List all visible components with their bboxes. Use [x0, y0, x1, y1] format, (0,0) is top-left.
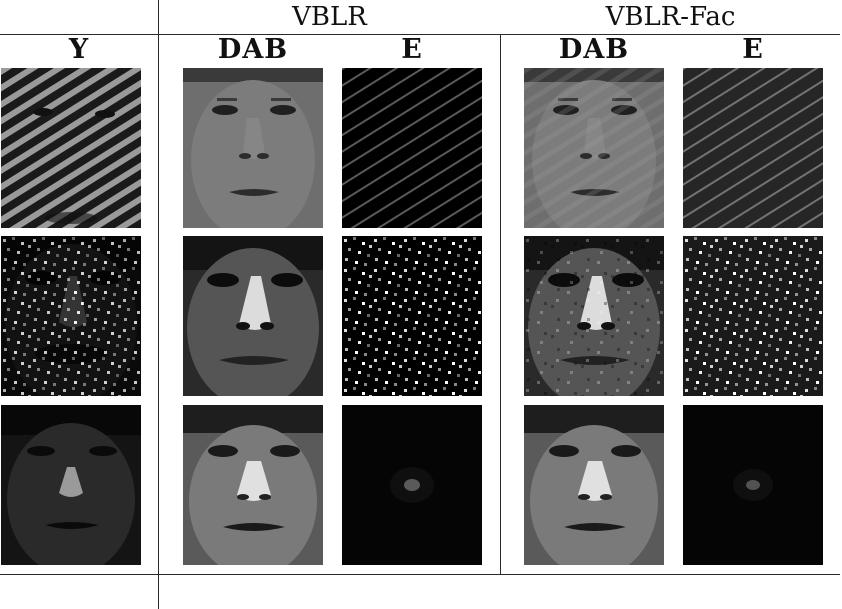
top-vertical-rule [158, 0, 159, 34]
face-vblr-e-row2 [342, 236, 482, 396]
face-vblr-dab-row1 [183, 68, 323, 228]
bottom-rule [0, 574, 840, 575]
face-y-row2 [1, 236, 141, 396]
group-header-vblr: VBLR [292, 2, 367, 32]
face-fac-dab-row1 [524, 68, 664, 228]
face-y-row1 [1, 68, 141, 228]
column-header-vblr-dab: DAB [217, 34, 289, 65]
face-fac-dab-row2 [524, 236, 664, 396]
face-vblr-dab-row2 [183, 236, 323, 396]
method-divider [500, 34, 501, 574]
face-fac-e-row2 [683, 236, 823, 396]
face-vblr-e-row1 [342, 68, 482, 228]
column-header-fac-e: E [742, 34, 764, 65]
group-header-vblr-fac: VBLR-Fac [605, 2, 736, 32]
face-y-row3 [1, 405, 141, 565]
column-header-vblr-e: E [401, 34, 423, 65]
column-header-y: Y [68, 34, 90, 65]
face-fac-e-row3 [683, 405, 823, 565]
header-rule [0, 34, 840, 35]
column-header-fac-dab: DAB [558, 34, 630, 65]
face-vblr-e-row3 [342, 405, 482, 565]
face-vblr-dab-row3 [183, 405, 323, 565]
face-fac-e-row1 [683, 68, 823, 228]
y-column-divider [158, 34, 159, 609]
face-fac-dab-row3 [524, 405, 664, 565]
